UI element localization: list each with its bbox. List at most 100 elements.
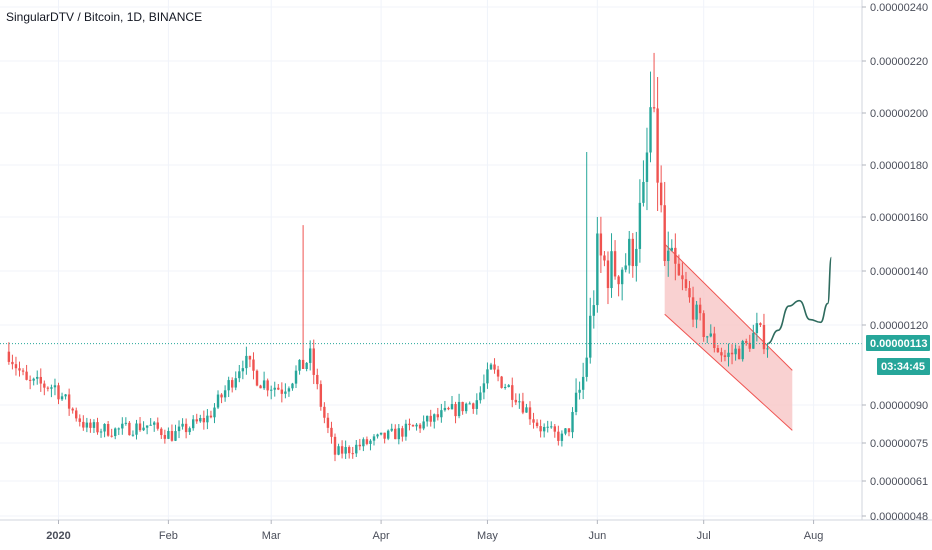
candle-body (684, 279, 688, 289)
candle-body (202, 417, 206, 423)
candle (110, 428, 113, 438)
candle (245, 346, 248, 375)
candle-body (294, 370, 298, 384)
candle-body (330, 427, 333, 437)
candle (560, 430, 564, 447)
candle (25, 364, 28, 381)
candle-body (209, 415, 213, 418)
candle-body (362, 439, 365, 447)
candle-body (436, 414, 440, 418)
projection (767, 256, 833, 345)
candle-body (284, 391, 287, 394)
candle-body (96, 422, 99, 433)
candle-body (160, 428, 163, 436)
candle-body (75, 410, 78, 419)
candle (301, 225, 305, 370)
candle-body (344, 447, 347, 454)
candle (316, 368, 319, 390)
candle-body (571, 411, 574, 433)
candle (716, 345, 720, 353)
candle (60, 392, 64, 401)
candle-body (106, 424, 110, 436)
countdown-badge: 03:34:45 (877, 358, 930, 375)
candle-body (649, 107, 652, 153)
candle-body (440, 410, 443, 418)
candle (518, 393, 521, 409)
candle (539, 419, 542, 438)
candle (241, 360, 245, 380)
candle-body (535, 422, 539, 427)
candle (450, 395, 454, 410)
candle-body (468, 403, 471, 405)
candle-body (486, 369, 489, 384)
candle (592, 290, 595, 329)
candle-body (674, 247, 677, 264)
candle-body (557, 431, 560, 441)
candle (695, 300, 698, 329)
candle (688, 280, 691, 303)
candle (482, 374, 486, 400)
candle-body (376, 434, 379, 437)
candle-body (92, 422, 96, 428)
candle (408, 418, 411, 431)
candle (64, 393, 67, 400)
candle-body (720, 352, 723, 356)
candle (713, 326, 716, 353)
x-axis: 2020 Feb Mar Apr May Jun Jul Aug (46, 520, 823, 542)
candle-body (121, 423, 124, 429)
candle (500, 375, 503, 389)
current-price-label: 0.00000113 (870, 338, 928, 350)
candle (376, 433, 379, 439)
candle (681, 262, 684, 291)
candle-body (546, 426, 549, 428)
candle-body (316, 374, 319, 385)
candle-body (681, 275, 684, 280)
candle-body (411, 425, 415, 427)
candle-body (355, 444, 358, 454)
candle (131, 430, 135, 437)
candle-body (631, 238, 634, 267)
candle-body (472, 403, 475, 409)
candle-body (117, 428, 120, 430)
candle (266, 378, 269, 397)
candle-body (560, 433, 564, 441)
candle (142, 421, 145, 432)
candle (206, 409, 209, 430)
candle-body (408, 423, 411, 426)
candle (585, 152, 588, 382)
y-tick-label: 0.00000200 (870, 108, 928, 120)
candle (535, 419, 539, 429)
candle-body (511, 385, 514, 400)
candle (613, 240, 617, 280)
candle (493, 358, 496, 374)
candle (135, 419, 138, 440)
candle (564, 428, 567, 436)
candle-body (702, 313, 705, 337)
candle (542, 423, 546, 438)
candle-body (280, 389, 284, 394)
candle (748, 334, 751, 352)
candle (358, 438, 362, 451)
candle (273, 381, 276, 397)
candle (706, 335, 709, 344)
candle-body (404, 423, 408, 437)
candle-body (550, 426, 553, 428)
candle (762, 313, 766, 355)
candle-body (223, 390, 227, 398)
candle-body (216, 394, 220, 408)
candle-body (298, 359, 301, 371)
candle-body (429, 415, 432, 422)
candle-body (114, 428, 117, 437)
x-tick-label: Feb (159, 530, 178, 542)
candle-body (301, 359, 305, 369)
candle (656, 77, 659, 211)
y-tick-label: 0.00000180 (870, 160, 928, 172)
candle (291, 382, 294, 391)
candle (167, 427, 170, 440)
candle-body (695, 304, 698, 320)
candle (645, 127, 649, 211)
candle (202, 410, 206, 430)
candle-body (248, 355, 252, 360)
candle-body (245, 355, 248, 369)
